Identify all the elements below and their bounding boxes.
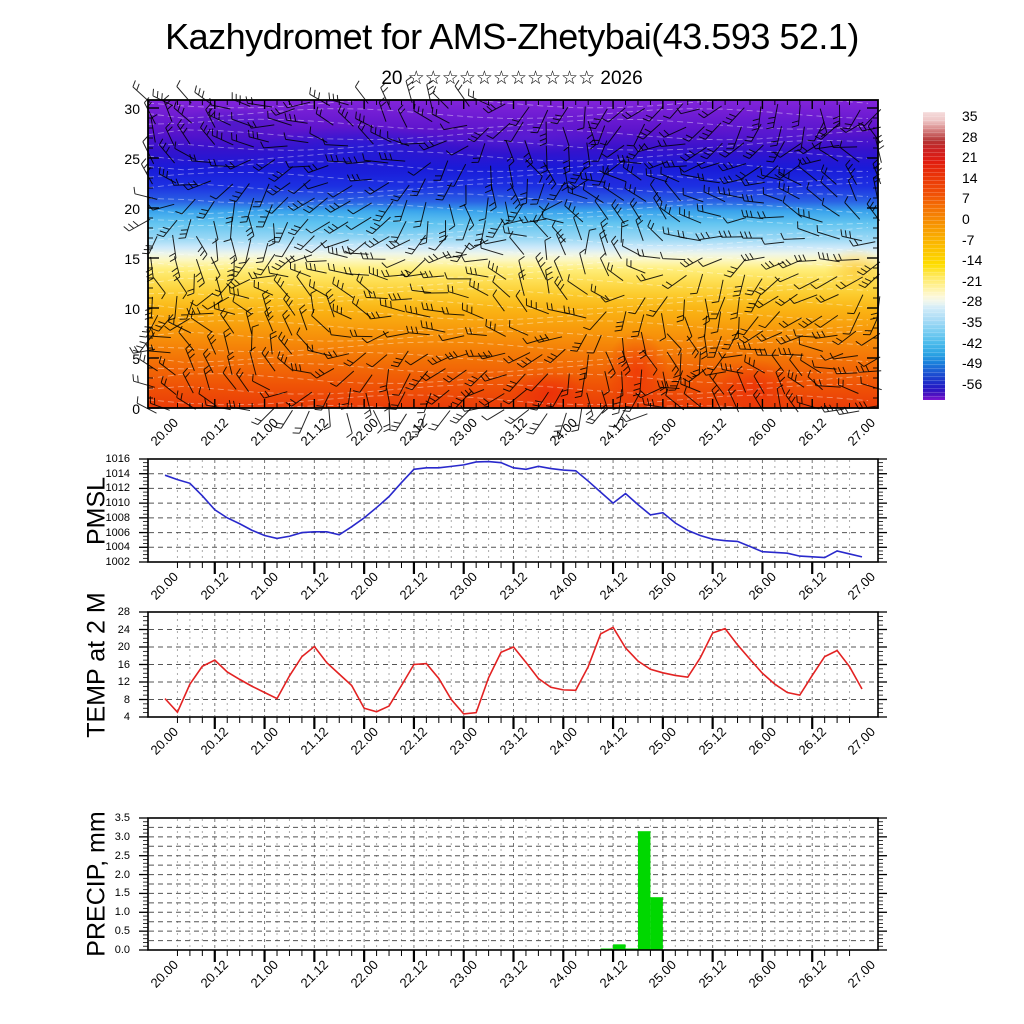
y-tick-label: 1.5 xyxy=(114,887,130,900)
x-tick-label: 22.12 xyxy=(396,415,431,449)
y-tick-label: 3.0 xyxy=(114,830,130,843)
y-tick-label: 2.0 xyxy=(114,868,130,881)
y-tick-label: 1016 xyxy=(105,453,130,465)
y-tick-label: 2.5 xyxy=(114,849,130,862)
grid-lines xyxy=(149,819,877,949)
colorbar-tick-label: -21 xyxy=(962,272,983,289)
axis-ticks xyxy=(139,458,887,574)
x-tick-label: 25.12 xyxy=(695,415,730,449)
colorbar-tick-label: 35 xyxy=(962,108,978,125)
y-tick-label: 12 xyxy=(117,676,130,688)
y-tick-label: 1002 xyxy=(105,556,130,568)
colorbar-stripes xyxy=(923,112,945,400)
axis-ticks xyxy=(139,611,887,729)
precip-chart xyxy=(139,817,887,962)
plot-frame xyxy=(147,458,879,563)
x-tick-label: 24.12 xyxy=(596,415,630,449)
colorbar-tick-label: 14 xyxy=(962,169,978,186)
y-tick-label: 15 xyxy=(124,251,140,267)
x-tick-label: 27.00 xyxy=(844,415,879,449)
precip-bar xyxy=(613,944,626,950)
y-tick-label: 16 xyxy=(117,658,130,671)
x-tick-label: 26.12 xyxy=(795,415,829,449)
x-tick-label: 23.12 xyxy=(496,415,531,449)
colorbar-tick-label: 7 xyxy=(962,190,970,207)
grid-lines xyxy=(149,460,877,561)
axis-ticks xyxy=(148,100,878,409)
y-tick-label: 30 xyxy=(124,101,140,117)
grid-lines xyxy=(149,613,877,716)
colorbar-tick-label: 21 xyxy=(962,149,978,166)
plot-frame xyxy=(147,817,879,951)
colorbar-tick-label: -56 xyxy=(962,375,983,392)
y-tick-label: 0.0 xyxy=(114,944,130,956)
page-subtitle: 20 ☆☆☆☆☆☆☆☆☆☆☆ 2026 xyxy=(381,68,643,89)
y-tick-label: 1008 xyxy=(105,511,130,524)
colorbar-tick-label: -7 xyxy=(962,231,975,248)
x-tick-label: 20.12 xyxy=(197,415,232,449)
series-line xyxy=(164,626,863,715)
wind-barbs xyxy=(123,76,885,438)
page-title: Kazhydromet for AMS-Zhetybai(43.593 52.1… xyxy=(165,16,859,57)
y-tick-label: 1004 xyxy=(105,541,130,554)
y-tick-label: 20 xyxy=(117,641,130,653)
axis-ticks xyxy=(139,817,887,962)
plot-frame xyxy=(147,99,879,409)
colorbar-tick-label: -35 xyxy=(962,314,983,331)
y-tick-label: 1010 xyxy=(105,497,130,510)
colorbar-tick-label: -49 xyxy=(962,355,983,372)
precip-bar xyxy=(650,897,663,950)
colorbar xyxy=(923,112,945,400)
y-tick-label: 1012 xyxy=(105,482,130,495)
y-tick-label: 1.0 xyxy=(114,906,130,919)
x-tick-label: 24.00 xyxy=(546,415,580,449)
x-tick-label: 21.12 xyxy=(297,415,331,449)
y-tick-label: 0.5 xyxy=(114,925,130,938)
y-tick-label: 10 xyxy=(124,301,140,317)
y-tick-label: 5 xyxy=(132,351,140,367)
colorbar-tick-label: -28 xyxy=(962,293,983,310)
x-tick-label: 22.00 xyxy=(347,415,381,449)
y-tick-label: 1006 xyxy=(105,526,130,539)
series-line xyxy=(164,460,863,559)
pmsl-chart xyxy=(139,458,887,574)
x-tick-label: 20.00 xyxy=(147,415,182,449)
colorbar-tick-label: -14 xyxy=(962,252,983,269)
y-tick-label: 0 xyxy=(132,401,140,417)
y-tick-label: 1014 xyxy=(105,467,130,480)
colorbar-tick-label: 28 xyxy=(962,128,978,145)
x-tick-label: 26.00 xyxy=(745,415,780,449)
y-tick-label: 3.5 xyxy=(114,812,130,824)
colorbar-tick-label: -42 xyxy=(962,334,983,351)
cross-section-panel xyxy=(123,76,885,438)
temp-chart xyxy=(139,611,887,729)
y-tick-label: 25 xyxy=(124,151,140,167)
x-tick-label: 23.00 xyxy=(446,415,481,449)
y-tick-label: 8 xyxy=(123,693,130,706)
precip-bars xyxy=(600,831,663,950)
y-tick-label: 24 xyxy=(117,623,130,636)
y-tick-label: 20 xyxy=(124,201,140,217)
y-tick-label: 28 xyxy=(117,606,130,618)
x-tick-label: 21.00 xyxy=(247,415,282,449)
y-tick-label: 4 xyxy=(123,711,130,723)
precip-bar xyxy=(637,831,651,950)
x-tick-label: 25.00 xyxy=(645,415,680,449)
colorbar-tick-label: 0 xyxy=(962,211,970,228)
plot-frame xyxy=(147,611,879,718)
